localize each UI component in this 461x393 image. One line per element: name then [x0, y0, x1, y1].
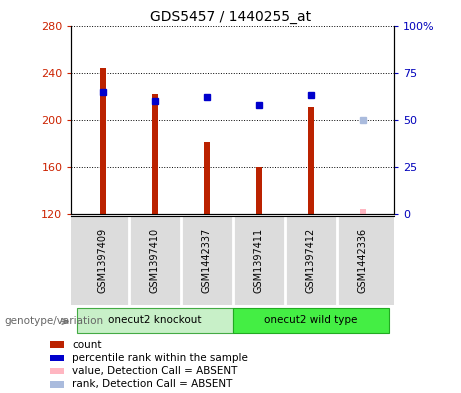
- Text: GSM1442336: GSM1442336: [358, 228, 368, 293]
- Bar: [233, 308, 389, 333]
- Bar: [50, 368, 65, 374]
- Text: count: count: [72, 340, 102, 350]
- Text: onecut2 wild type: onecut2 wild type: [264, 315, 358, 325]
- Text: genotype/variation: genotype/variation: [5, 316, 104, 327]
- Bar: [256, 167, 262, 214]
- Bar: [50, 355, 65, 361]
- Bar: [204, 142, 210, 214]
- Text: GSM1397410: GSM1397410: [150, 228, 160, 293]
- Text: GSM1397409: GSM1397409: [98, 228, 108, 293]
- Text: GSM1442337: GSM1442337: [202, 228, 212, 293]
- Bar: [152, 94, 158, 214]
- Text: GSM1397411: GSM1397411: [254, 228, 264, 293]
- Text: onecut2 knockout: onecut2 knockout: [108, 315, 201, 325]
- Bar: [308, 107, 314, 214]
- Text: GDS5457 / 1440255_at: GDS5457 / 1440255_at: [150, 10, 311, 24]
- Text: rank, Detection Call = ABSENT: rank, Detection Call = ABSENT: [72, 379, 233, 389]
- Bar: [360, 209, 366, 214]
- Bar: [77, 308, 233, 333]
- Text: value, Detection Call = ABSENT: value, Detection Call = ABSENT: [72, 366, 238, 376]
- Bar: [100, 68, 106, 214]
- Bar: [50, 381, 65, 387]
- Bar: [50, 342, 65, 348]
- Text: percentile rank within the sample: percentile rank within the sample: [72, 353, 248, 363]
- Text: GSM1397412: GSM1397412: [306, 228, 316, 293]
